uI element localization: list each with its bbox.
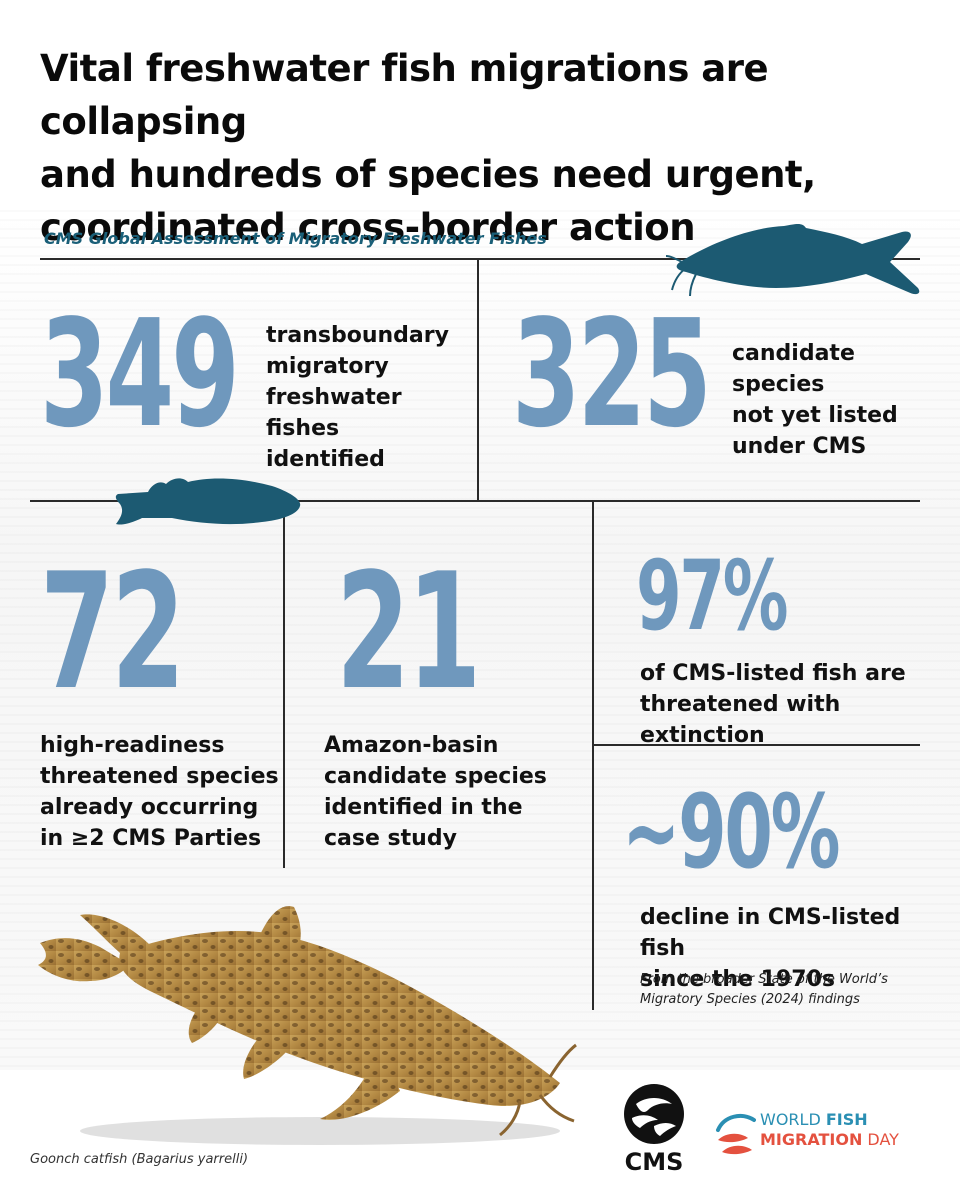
wfmd-fish-text: FISH [825, 1110, 868, 1129]
stat-97-line-1: of CMS-listed fish are [640, 661, 906, 686]
illustration-caption: Goonch catfish (Bagarius yarrelli) [30, 1152, 249, 1167]
wfmd-fish-icon [716, 1113, 756, 1155]
goonch-catfish-illustration [38, 906, 577, 1145]
stat-325-line-3: under CMS [732, 434, 867, 459]
wfmd-line-1: WORLD FISH [760, 1110, 868, 1129]
stat-90-source-note: From the broader State of the World’s Mi… [640, 970, 940, 1010]
stat-72-description: high-readiness threatened species alread… [40, 730, 280, 854]
stat-325-line-2: not yet listed [732, 403, 898, 428]
headline-line-1: Vital freshwater fish migrations are col… [40, 47, 769, 143]
stat-325-description: candidate species not yet listed under C… [732, 338, 932, 462]
stat-349-line-4: identified [266, 447, 385, 472]
stat-21-line-3: identified in the [324, 795, 523, 820]
assessment-subtitle: CMS Global Assessment of Migratory Fresh… [44, 229, 547, 248]
catfish-silhouette-icon [666, 224, 920, 297]
divider-top [40, 258, 920, 260]
source-note-line-1: From the broader State of the World’s [640, 972, 888, 987]
stat-325-number: 325 [512, 288, 712, 460]
stat-97-line-2: threatened with extinction [640, 692, 841, 748]
wfmd-world-text: WORLD [760, 1110, 821, 1129]
stat-21-line-4: case study [324, 826, 457, 851]
fish-silhouette-icon [115, 478, 301, 525]
background-texture [0, 210, 960, 1070]
stat-21-line-1: Amazon-basin [324, 733, 499, 758]
stat-97-number: 97% [636, 540, 789, 652]
cms-logo: CMS [614, 1082, 694, 1182]
divider-middle [30, 500, 920, 502]
stat-97-description: of CMS-listed fish are threatened with e… [640, 658, 950, 751]
stat-90-line-2: since the 1970s [640, 967, 836, 992]
divider-vertical-left [283, 500, 285, 868]
stat-349-line-2: migratory [266, 354, 389, 379]
stat-349-line-3: freshwater fishes [266, 385, 402, 441]
world-fish-migration-day-logo: WORLD FISH MIGRATION DAY [714, 1108, 934, 1168]
divider-vertical-top [477, 258, 479, 502]
wfmd-migration-text: MIGRATION [760, 1130, 863, 1149]
cms-emblem-icon [624, 1084, 684, 1144]
divider-vertical-right [592, 500, 594, 1010]
stat-72-line-4: in ≥2 CMS Parties [40, 826, 262, 851]
stat-72-number: 72 [40, 538, 185, 725]
stat-349-description: transboundary migratory freshwater fishe… [266, 320, 476, 475]
stat-325-line-1: candidate species [732, 341, 855, 397]
stat-349-number: 349 [40, 288, 240, 460]
stat-21-description: Amazon-basin candidate species identifie… [324, 730, 584, 854]
stat-72-line-3: already occurring [40, 795, 259, 820]
headline: Vital freshwater fish migrations are col… [40, 42, 930, 254]
stat-90-number: ~90% [622, 773, 841, 892]
stat-72-line-2: threatened species [40, 764, 279, 789]
stat-90-description: decline in CMS-listed fish since the 197… [640, 902, 950, 995]
divider-right-middle [592, 744, 920, 746]
stat-21-number: 21 [336, 538, 481, 725]
wfmd-line-2: MIGRATION DAY [760, 1130, 899, 1149]
headline-line-2: and hundreds of species need urgent, [40, 153, 816, 196]
cms-logo-text: CMS [624, 1148, 684, 1176]
headline-line-3: coordinated cross-border action [40, 206, 696, 249]
stat-72-line-1: high-readiness [40, 733, 225, 758]
stat-21-line-2: candidate species [324, 764, 547, 789]
stat-349-line-1: transboundary [266, 323, 449, 348]
stat-90-line-1: decline in CMS-listed fish [640, 905, 901, 961]
source-note-line-2: Migratory Species (2024) findings [640, 992, 860, 1007]
wfmd-day-text: DAY [867, 1130, 899, 1149]
